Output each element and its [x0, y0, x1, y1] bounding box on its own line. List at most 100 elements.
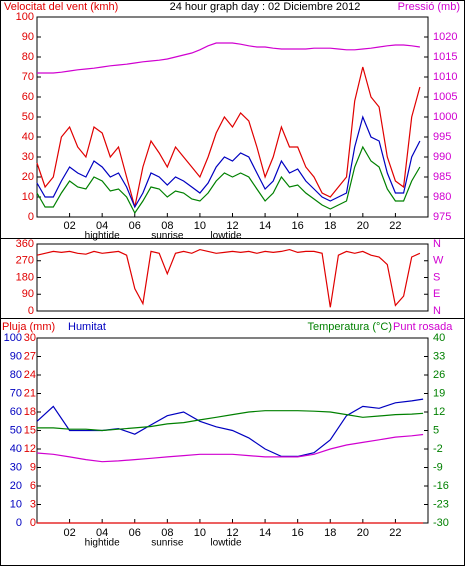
x-tick-label: 06 — [129, 527, 141, 539]
x-tick-label: 08 — [161, 220, 173, 232]
y-tick-label: 90 — [22, 288, 34, 300]
y2-tick-label: 1010 — [433, 71, 457, 83]
y2-tick-label: E — [433, 288, 440, 300]
y2-tick-label: 33 — [433, 350, 445, 362]
y2-tick-label: -9 — [433, 461, 443, 473]
y-tick-label: 360 — [16, 238, 34, 250]
y2-tick-label: 995 — [433, 131, 451, 143]
x-tick-label: 20 — [357, 527, 369, 539]
y2-tick-label: 1000 — [433, 111, 457, 123]
y2-tick-label: 990 — [433, 151, 451, 163]
plot-frame — [36, 16, 429, 218]
y-tick-label: 100 — [4, 332, 22, 344]
y-tick-label: 50 — [22, 111, 34, 123]
series-line — [36, 433, 424, 463]
x-tick-label: 04 — [96, 527, 108, 539]
y-tick-label: 90 — [22, 31, 34, 43]
y3-tick-label: 21 — [24, 387, 36, 399]
y2-tick-label: 12 — [433, 406, 445, 418]
y-tick-label: 80 — [10, 369, 22, 381]
x-tick-label: 08 — [161, 527, 173, 539]
y3-tick-label: 0 — [30, 517, 36, 529]
y2-tick-label: N — [433, 305, 441, 317]
y3-tick-label: 6 — [30, 480, 36, 492]
y-tick-label: 270 — [16, 255, 34, 267]
series-line — [37, 42, 420, 74]
legend-rain: Pluja (mm) — [2, 321, 55, 333]
series-line — [36, 398, 424, 457]
x-tick-label: 20 — [357, 220, 369, 232]
annotation: lowtide — [210, 231, 242, 242]
x-tick-label: 04 — [96, 220, 108, 232]
x-tick-label: 22 — [389, 220, 401, 232]
y3-tick-label: 18 — [24, 406, 36, 418]
y2-tick-label: -30 — [433, 517, 449, 529]
y2-tick-label: -2 — [433, 443, 443, 455]
x-tick-label: 10 — [194, 527, 206, 539]
x-tick-label: 10 — [194, 220, 206, 232]
x-tick-label: 16 — [292, 220, 304, 232]
y2-tick-label: S — [433, 271, 440, 283]
x-tick-label: 18 — [324, 220, 336, 232]
series-line — [37, 410, 424, 432]
y3-tick-label: 15 — [24, 424, 36, 436]
annotation: hightide — [85, 231, 120, 242]
wind-axis-title: Velocitat del vent (kmh) — [4, 1, 118, 13]
x-tick-label: 16 — [292, 527, 304, 539]
y-tick-label: 60 — [22, 91, 34, 103]
x-tick-label: 12 — [226, 220, 238, 232]
y2-tick-label: 975 — [433, 211, 451, 223]
y3-tick-label: 30 — [24, 332, 36, 344]
y2-tick-label: W — [433, 255, 444, 267]
pressure-axis-title: Pressió (mb) — [398, 1, 460, 13]
legend-dew-point: Punt rosada — [393, 321, 453, 333]
y2-tick-label: 1005 — [433, 91, 457, 103]
y2-tick-label: 980 — [433, 191, 451, 203]
y2-tick-label: 26 — [433, 369, 445, 381]
y-tick-label: 0 — [28, 305, 34, 317]
series-line — [36, 145, 421, 215]
annotation: sunrise — [151, 538, 184, 549]
y-tick-label: 30 — [10, 461, 22, 473]
y2-tick-label: 985 — [433, 171, 451, 183]
y-tick-label: 10 — [10, 498, 22, 510]
y2-tick-label: 40 — [433, 332, 445, 344]
x-tick-label: 18 — [324, 527, 336, 539]
y-tick-label: 0 — [16, 517, 22, 529]
x-tick-label: 02 — [63, 220, 75, 232]
y-tick-label: 30 — [22, 151, 34, 163]
y2-tick-label: 19 — [433, 387, 445, 399]
legend-temperature: Temperatura (°C) — [308, 321, 392, 333]
y-tick-label: 100 — [16, 11, 34, 23]
y2-tick-label: N — [433, 238, 441, 250]
y2-tick-label: -23 — [433, 498, 449, 510]
y2-tick-label: 1015 — [433, 51, 457, 63]
series-line — [36, 66, 421, 208]
y-tick-label: 0 — [28, 211, 34, 223]
annotation: lowtide — [210, 538, 242, 549]
y3-tick-label: 24 — [24, 369, 36, 381]
y3-tick-label: 12 — [24, 443, 36, 455]
x-tick-label: 02 — [63, 527, 75, 539]
y-tick-label: 20 — [22, 171, 34, 183]
annotation: sunrise — [151, 231, 184, 242]
y-tick-label: 180 — [16, 271, 34, 283]
y-tick-label: 50 — [10, 424, 22, 436]
y-tick-label: 20 — [10, 480, 22, 492]
y-tick-label: 90 — [10, 350, 22, 362]
series-line — [36, 115, 421, 209]
x-tick-label: 06 — [129, 220, 141, 232]
y-tick-label: 40 — [10, 443, 22, 455]
y-tick-label: 40 — [22, 131, 34, 143]
y3-tick-label: 3 — [30, 498, 36, 510]
x-tick-label: 22 — [389, 527, 401, 539]
annotation: hightide — [85, 538, 120, 549]
y2-tick-label: 5 — [433, 424, 439, 436]
x-tick-label: 12 — [226, 527, 238, 539]
y-tick-label: 70 — [10, 387, 22, 399]
x-tick-label: 14 — [259, 220, 271, 232]
legend-humidity: Humitat — [68, 321, 106, 333]
y-tick-label: 60 — [10, 406, 22, 418]
